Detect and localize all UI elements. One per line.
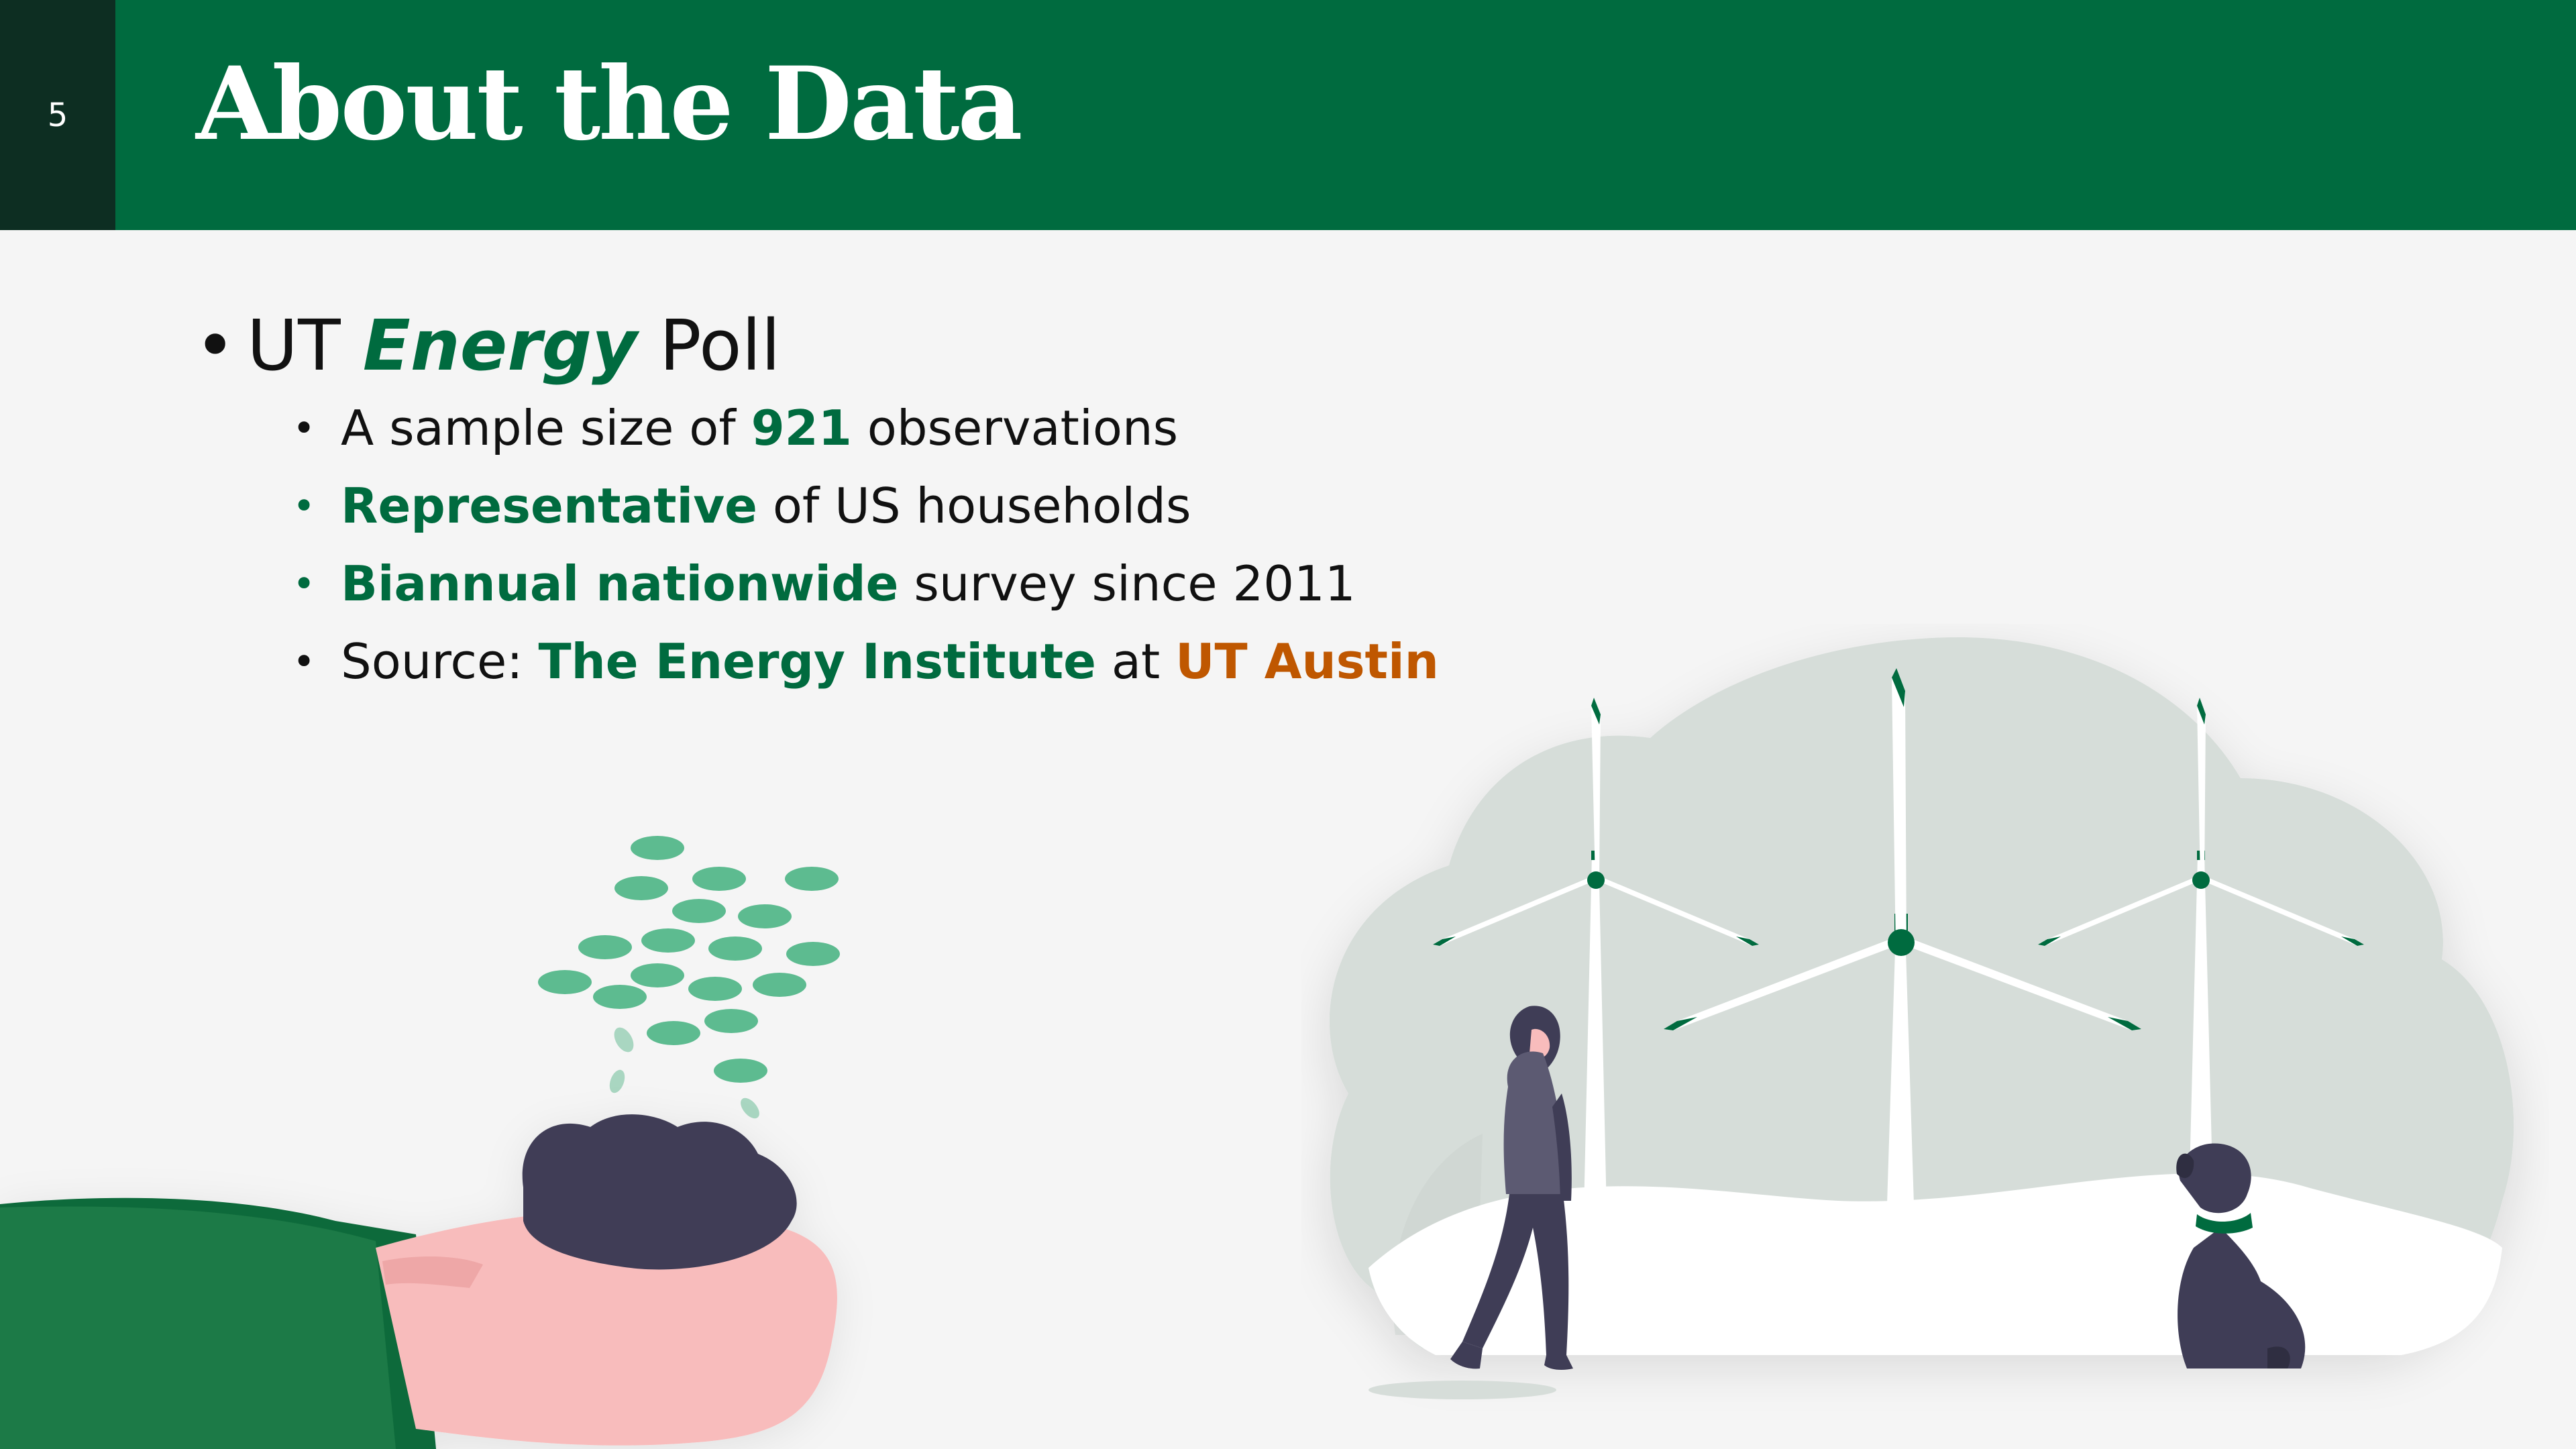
- sub-bullet-representative: • Representative of US households: [292, 467, 1439, 545]
- header-bar: 5 About the Data: [0, 0, 2576, 230]
- source-institute: The Energy Institute: [538, 633, 1096, 690]
- heading-part2: Poll: [637, 305, 781, 386]
- sub-bullet-sample-size: • A sample size of 921 observations: [292, 389, 1439, 467]
- hand-soil-illustration: [0, 836, 840, 1449]
- bullet-text: observations: [851, 400, 1179, 456]
- bullet-highlight: Biannual nationwide: [341, 555, 899, 612]
- heading-bullet: • UT Energy Poll: [195, 302, 1439, 389]
- wind-turbine-right: [2038, 698, 2364, 1228]
- bullet-text: A sample size of: [341, 400, 751, 456]
- slide-number: 5: [47, 96, 68, 134]
- bullet-dot: •: [292, 639, 316, 684]
- source-university: UT Austin: [1175, 633, 1439, 690]
- bullet-highlight: 921: [751, 400, 852, 456]
- sub-bullet-biannual: • Biannual nationwide survey since 2011: [292, 545, 1439, 623]
- slide-number-box: 5: [0, 0, 115, 230]
- heading-part1: UT: [247, 305, 363, 386]
- slide-title: About the Data: [196, 45, 1023, 163]
- bullet-dot: •: [292, 561, 316, 606]
- bullet-text: at: [1095, 633, 1176, 690]
- bullet-dot: •: [292, 405, 316, 451]
- bullet-text: Source:: [341, 633, 539, 690]
- wind-turbine-illustration: [1329, 637, 2514, 1399]
- dog-figure: [2176, 1143, 2306, 1368]
- bullet-highlight: Representative: [341, 478, 757, 534]
- bullet-dot: •: [195, 305, 236, 386]
- wind-turbine-center: [1664, 668, 2141, 1268]
- person-figure: [1368, 1006, 1573, 1399]
- bullet-dot: •: [292, 483, 316, 529]
- bullet-text: survey since 2011: [898, 555, 1356, 612]
- wind-turbine-left: [1433, 698, 1759, 1241]
- sub-bullet-source: • Source: The Energy Institute at UT Aust…: [292, 623, 1439, 700]
- seed-icons: [538, 836, 840, 1119]
- bullet-list: • UT Energy Poll • A sample size of 921 ob…: [195, 302, 1439, 700]
- heading-emphasis: Energy: [362, 305, 637, 386]
- bullet-text: of US households: [757, 478, 1191, 534]
